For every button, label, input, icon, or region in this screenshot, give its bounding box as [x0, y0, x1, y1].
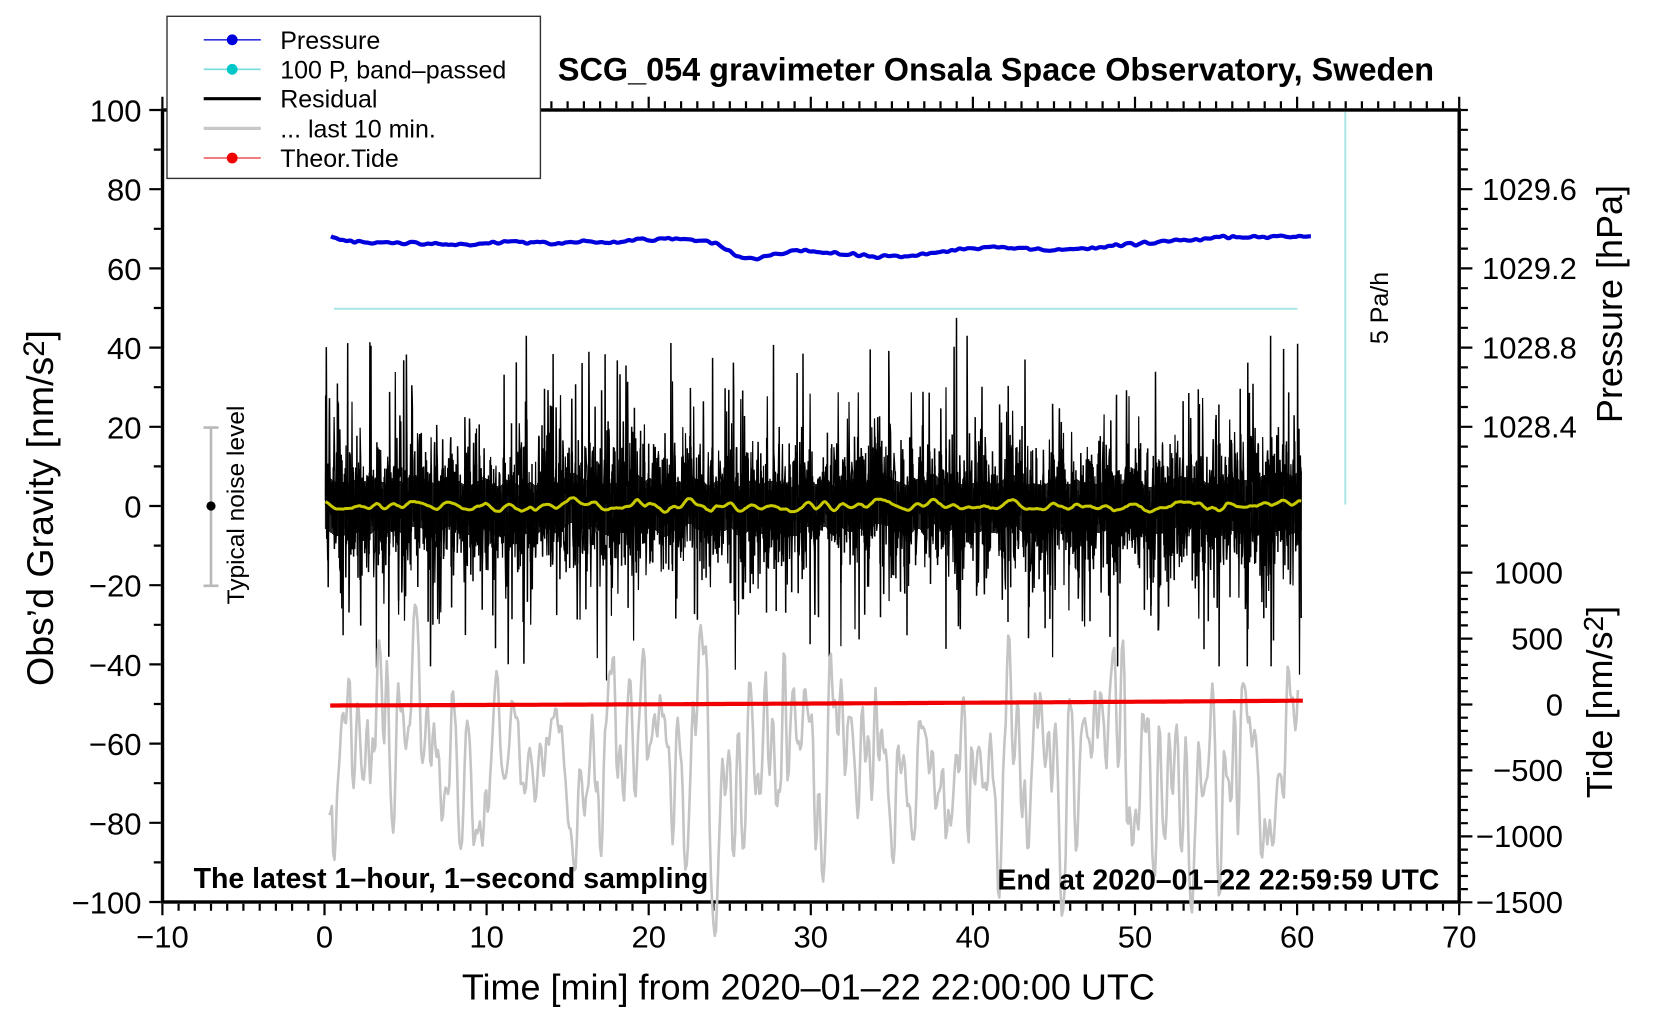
svg-text:The latest 1–hour, 1–second sa: The latest 1–hour, 1–second sampling	[194, 863, 709, 895]
svg-text:Pressure: Pressure	[280, 27, 380, 55]
svg-text:70: 70	[1442, 920, 1476, 955]
svg-text:30: 30	[794, 920, 828, 955]
svg-text:60: 60	[107, 252, 141, 287]
svg-text:−40: −40	[89, 648, 142, 683]
svg-text:−100: −100	[72, 886, 142, 921]
svg-text:1029.2: 1029.2	[1482, 251, 1577, 286]
svg-text:−60: −60	[89, 727, 142, 762]
svg-text:SCG_054 gravimeter Onsala Spac: SCG_054 gravimeter Onsala Space Observat…	[558, 52, 1434, 88]
svg-text:1028.4: 1028.4	[1482, 410, 1577, 445]
svg-text:80: 80	[107, 173, 141, 208]
svg-text:... last 10 min.: ... last 10 min.	[280, 115, 436, 143]
svg-text:−1000: −1000	[1476, 819, 1563, 854]
svg-text:−1500: −1500	[1476, 885, 1563, 920]
svg-text:0: 0	[316, 920, 333, 955]
svg-text:60: 60	[1280, 920, 1314, 955]
svg-text:End at 2020–01–22 22:59:59 UTC: End at 2020–01–22 22:59:59 UTC	[997, 865, 1439, 897]
svg-text:10: 10	[469, 920, 503, 955]
svg-text:500: 500	[1511, 621, 1563, 656]
svg-text:40: 40	[956, 920, 990, 955]
svg-text:Tide [nm/s2]: Tide [nm/s2]	[1578, 606, 1620, 798]
svg-text:Time [min] from 2020–01–22 22:: Time [min] from 2020–01–22 22:00:00 UTC	[462, 967, 1155, 1008]
svg-text:100 P, band–passed: 100 P, band–passed	[280, 56, 506, 84]
svg-text:Obs’d Gravity [nm/s2]: Obs’d Gravity [nm/s2]	[19, 330, 61, 686]
svg-text:Theor.Tide: Theor.Tide	[280, 145, 399, 173]
svg-text:40: 40	[107, 331, 141, 366]
svg-text:0: 0	[124, 490, 141, 525]
svg-text:0: 0	[1546, 687, 1563, 722]
svg-text:1028.8: 1028.8	[1482, 330, 1577, 365]
svg-text:Typical noise level: Typical noise level	[223, 406, 250, 605]
svg-text:−20: −20	[89, 569, 142, 604]
svg-text:50: 50	[1118, 920, 1152, 955]
svg-text:5 Pa/h: 5 Pa/h	[1366, 272, 1394, 344]
svg-text:100: 100	[90, 94, 142, 129]
svg-text:Residual: Residual	[280, 86, 377, 114]
svg-text:−80: −80	[89, 806, 142, 841]
svg-text:1000: 1000	[1494, 555, 1563, 590]
svg-text:20: 20	[631, 920, 665, 955]
svg-text:20: 20	[107, 410, 141, 445]
svg-text:1029.6: 1029.6	[1482, 172, 1577, 207]
svg-text:−500: −500	[1493, 753, 1563, 788]
svg-text:−10: −10	[136, 920, 189, 955]
svg-text:Pressure [hPa]: Pressure [hPa]	[1589, 185, 1630, 423]
